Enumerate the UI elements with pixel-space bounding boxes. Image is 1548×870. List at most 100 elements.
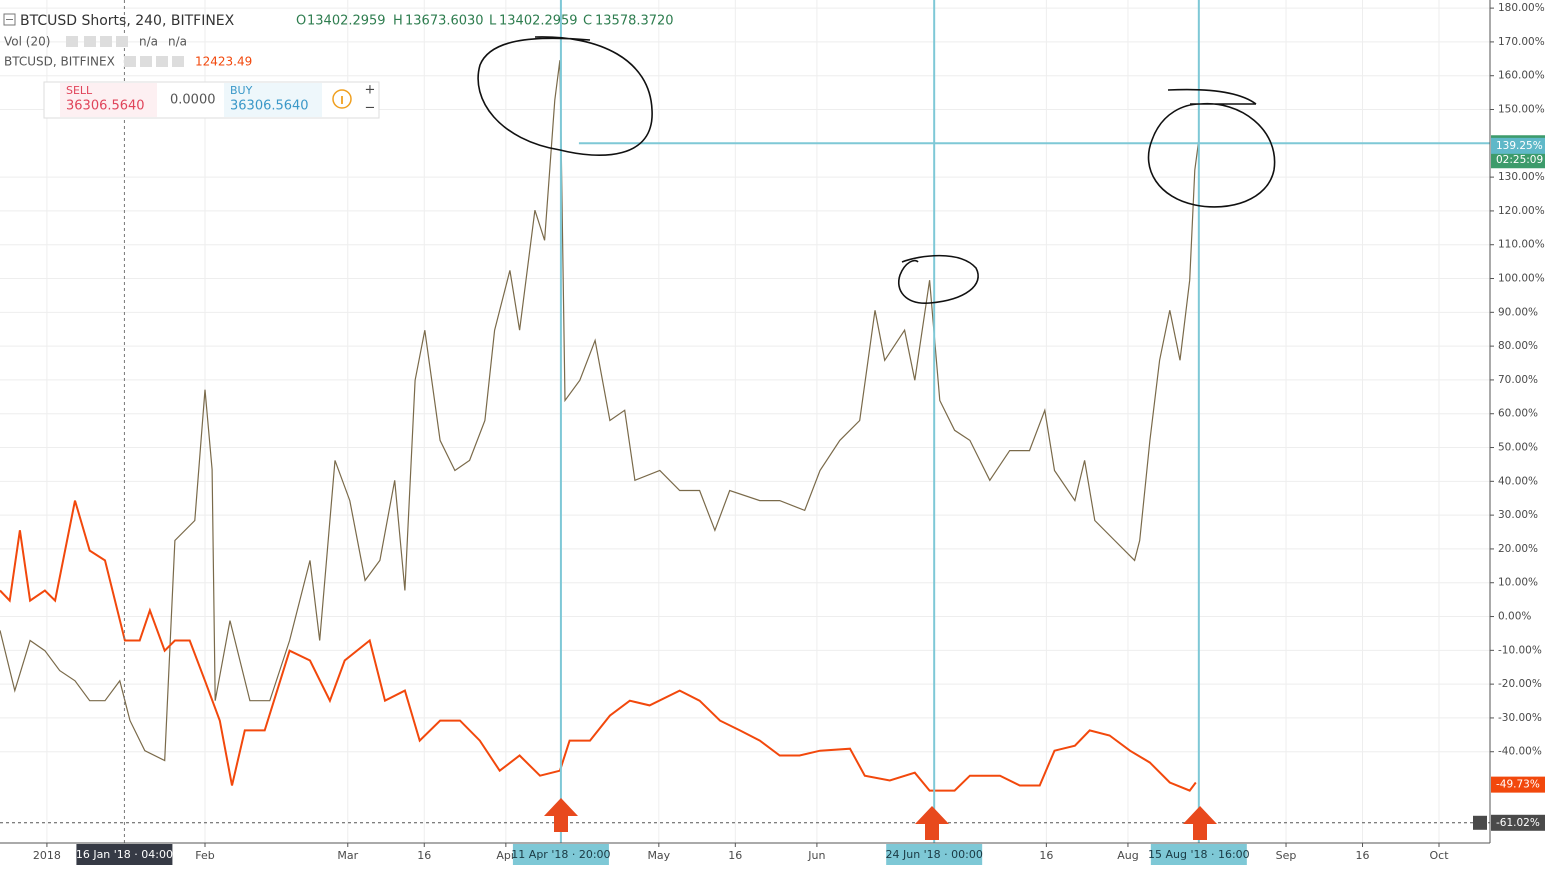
icon[interactable] <box>66 36 78 47</box>
y-tick-label: 60.00% <box>1498 408 1538 420</box>
x-tick-label: 16 <box>417 849 431 862</box>
y-tick-label: -20.00% <box>1498 678 1542 690</box>
ohlc-value: 13673.6030 <box>405 14 484 29</box>
ohlc-key: C <box>583 14 592 29</box>
ohlc-value: 13578.3720 <box>595 14 674 29</box>
crosshair-label: 24 Jun '18 · 00:00 <box>885 848 982 861</box>
symbol-title: BTCUSD Shorts, 240, BITFINEX <box>20 13 235 29</box>
crosshair-label-bg <box>886 844 983 865</box>
buy-label: BUY <box>230 84 253 97</box>
annotations <box>477 36 1276 840</box>
y-tick-label: 120.00% <box>1498 205 1545 217</box>
info-icon[interactable] <box>332 89 352 109</box>
icon[interactable] <box>156 56 168 67</box>
ohlc-value: 13402.2959 <box>499 14 578 29</box>
y-tick-label: -10.00% <box>1498 644 1542 656</box>
y-tick-label: 80.00% <box>1498 340 1538 352</box>
compare-label: BTCUSD, BITFINEX <box>4 55 115 69</box>
price-marker-label: -61.02% <box>1496 817 1540 829</box>
x-tick-label: 2018 <box>33 849 61 862</box>
y-tick-label: 170.00% <box>1498 36 1545 48</box>
y-tick-label: 90.00% <box>1498 306 1538 318</box>
y-tick-label: 160.00% <box>1498 70 1545 82</box>
compare-value: 12423.49 <box>195 55 252 69</box>
icon[interactable] <box>100 36 112 47</box>
price-marker-bg <box>1491 814 1545 831</box>
circle-annotation <box>477 36 653 157</box>
series-line <box>0 500 1197 792</box>
buy-price: 36306.5640 <box>230 99 309 114</box>
icon[interactable] <box>116 36 128 47</box>
volume-label: Vol (20) <box>4 35 50 49</box>
countdown: 02:25:09 <box>1496 154 1543 166</box>
x-tick-label: Feb <box>195 849 214 862</box>
ohlc-key: L <box>489 14 497 29</box>
ohlc-value: 13402.2959 <box>307 14 386 29</box>
plot <box>0 0 1490 843</box>
minus-button[interactable]: − <box>365 101 376 116</box>
y-tick-label: 0.00% <box>1498 611 1531 623</box>
ohlc-key: H <box>393 14 403 29</box>
y-tick-label: 40.00% <box>1498 475 1538 487</box>
x-tick-label: May <box>647 849 670 862</box>
price-marker-label: 139.25% <box>1496 140 1543 152</box>
ohlc-key: O <box>296 14 306 29</box>
legend-header: BTCUSD Shorts, 240, BITFINEX O 13402.295… <box>3 13 674 69</box>
crosshair-label-bg <box>512 844 609 865</box>
series-line <box>0 60 1200 762</box>
y-tick-label: -40.00% <box>1498 746 1542 758</box>
sell-price: 36306.5640 <box>66 99 145 114</box>
y-tick-label: 10.00% <box>1498 577 1538 589</box>
arrow <box>1183 806 1217 840</box>
crosshair-plus <box>1473 815 1487 830</box>
x-tick-label: Apr <box>496 849 516 862</box>
buy-button[interactable] <box>224 83 322 117</box>
arrow <box>915 806 949 840</box>
icon[interactable] <box>124 56 136 67</box>
x-tick-label: 16 <box>728 849 742 862</box>
y-axis: 180.00% 170.00% 160.00% 150.00% 130.00% 120.0… <box>1473 2 1545 831</box>
y-tick-label: -30.00% <box>1498 712 1542 724</box>
sell-button[interactable] <box>60 83 157 117</box>
sell-label: SELL <box>66 84 93 97</box>
spread: 0.0000 <box>170 93 216 108</box>
y-tick-label: 180.00% <box>1498 2 1545 14</box>
y-tick-label: 20.00% <box>1498 543 1538 555</box>
y-tick-label: 110.00% <box>1498 239 1545 251</box>
countdown-bg <box>1491 152 1545 169</box>
y-tick-label: 50.00% <box>1498 442 1538 454</box>
grid <box>0 0 1490 843</box>
circle-annotation <box>1147 88 1276 208</box>
y-tick-label: 100.00% <box>1498 273 1545 285</box>
trade-widget: SELL 36306.5640 0.0000 BUY 36306.5640 + … <box>43 81 380 119</box>
crosshair-label-bg <box>76 844 173 865</box>
y-tick-label: 30.00% <box>1498 509 1538 521</box>
icon[interactable] <box>84 36 96 47</box>
x-tick-label: 16 <box>1356 849 1370 862</box>
y-tick-label: 130.00% <box>1498 171 1545 183</box>
price-marker-bg <box>1491 776 1545 793</box>
volume-value: n/a <box>139 35 158 49</box>
x-tick-label: Sep <box>1276 849 1297 862</box>
crosshair-label-bg <box>1150 844 1247 865</box>
circle-annotation <box>898 254 979 304</box>
x-axis: 2018 Feb Mar 16 Apr May 16 Jun 16 Aug Sep 16 Oct 16 J… <box>33 843 1449 865</box>
crosshair-label: 15 Aug '18 · 16:00 <box>1148 848 1250 861</box>
y-tick-label: 150.00% <box>1498 104 1545 116</box>
crosshair-label: 11 Apr '18 · 20:00 <box>511 848 610 861</box>
arrow <box>544 798 578 832</box>
x-tick-label: Mar <box>337 849 358 862</box>
price-marker-label: -49.73% <box>1496 779 1540 791</box>
volume-value: n/a <box>168 35 187 49</box>
collapse-icon[interactable] <box>3 13 16 26</box>
x-tick-label: Aug <box>1117 849 1138 862</box>
plus-button[interactable]: + <box>365 83 376 98</box>
x-tick-label: 16 <box>1039 849 1053 862</box>
crosshair-label: 16 Jan '18 · 04:00 <box>76 848 173 861</box>
icon[interactable] <box>140 56 152 67</box>
icon[interactable] <box>172 56 184 67</box>
y-tick-label: 70.00% <box>1498 374 1538 386</box>
x-tick-label: Oct <box>1429 849 1449 862</box>
